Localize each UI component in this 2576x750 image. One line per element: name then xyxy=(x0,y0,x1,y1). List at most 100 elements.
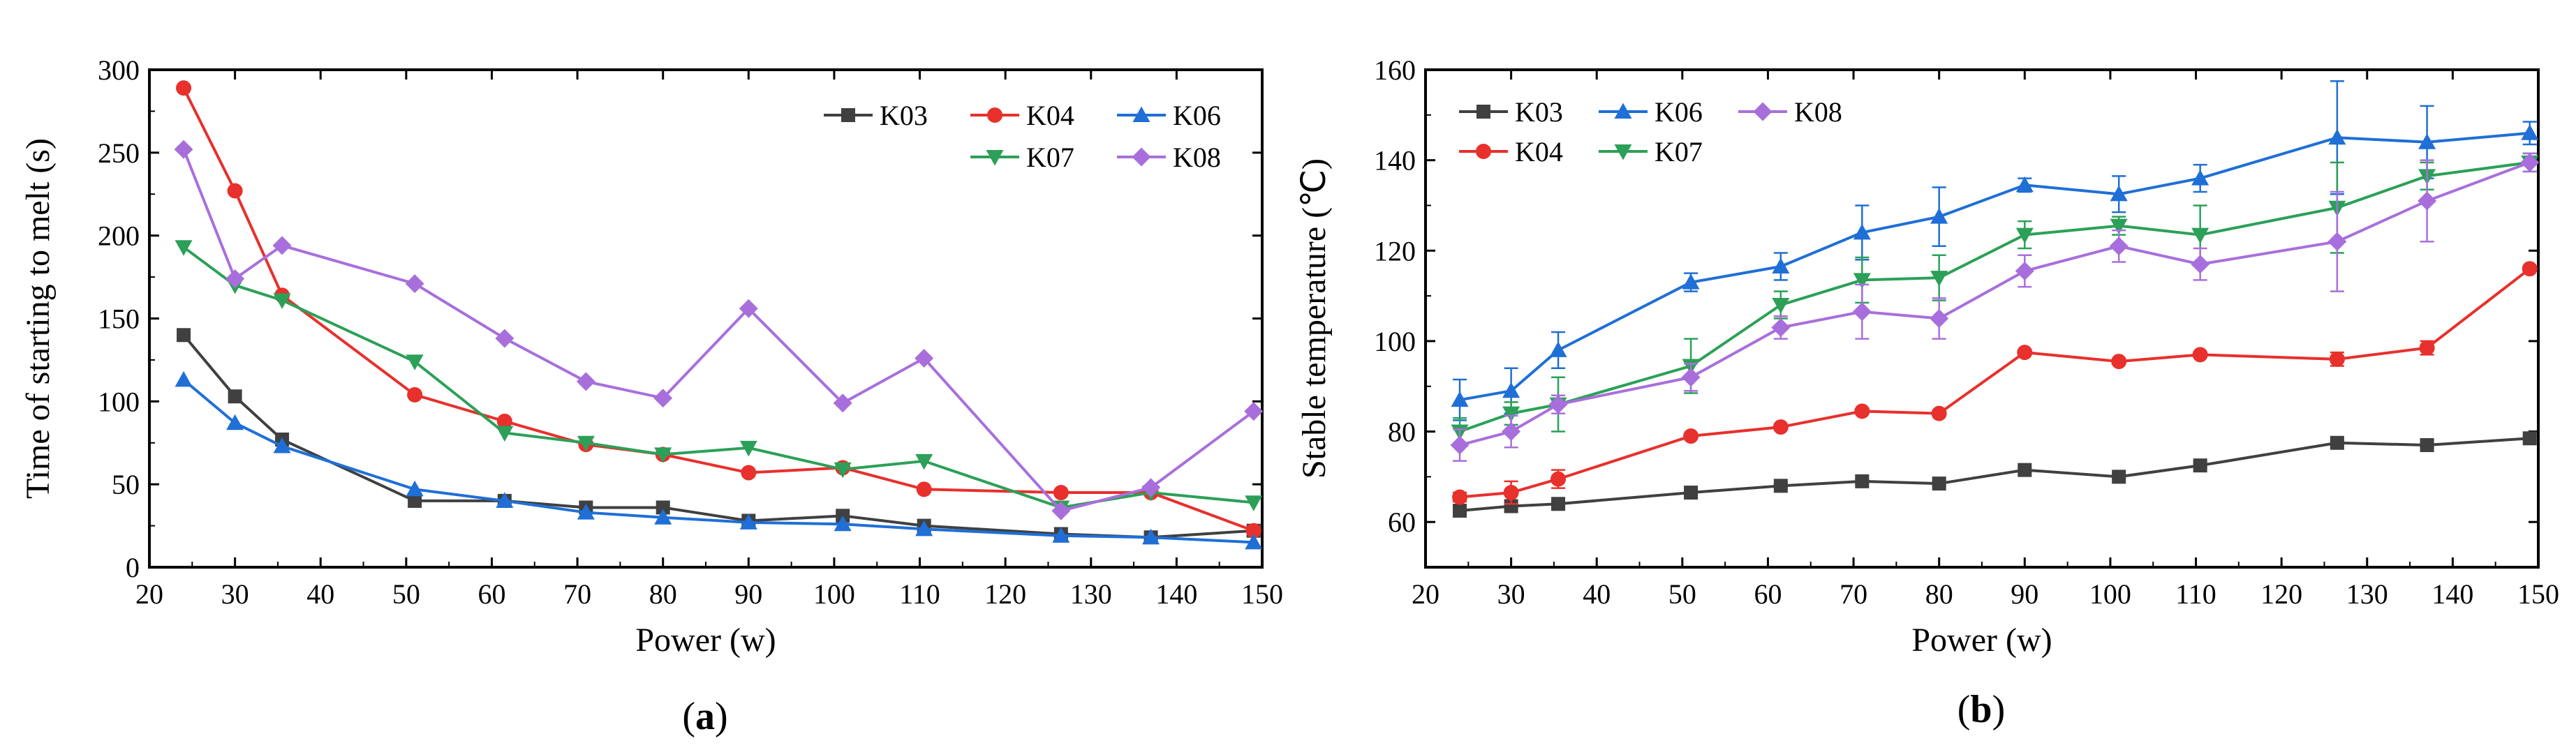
legend-label-K08: K08 xyxy=(1173,142,1221,173)
data-point-K06 xyxy=(577,504,595,520)
data-point-K08 xyxy=(174,140,193,159)
data-point-K08 xyxy=(1930,309,1949,328)
series-line-K03 xyxy=(182,333,1254,539)
data-point-K06 xyxy=(2418,133,2436,149)
data-point-K04 xyxy=(227,183,243,199)
data-point-K03 xyxy=(1932,477,1946,491)
panel-a: 20 30 40 50 60 70 80 90 100 110 120 130 140 150 0 50 100… xyxy=(20,54,1283,738)
y-axis-title: Stable temperature (℃) xyxy=(1296,158,1333,479)
data-point-K08 xyxy=(1502,422,1521,442)
data-point-K03 xyxy=(1855,474,1870,488)
data-point-K04 xyxy=(1053,485,1069,501)
series-K07 xyxy=(175,240,1263,516)
series-line-K04 xyxy=(182,87,1254,532)
data-point-K07 xyxy=(406,354,424,370)
legend-marker-K06 xyxy=(1614,103,1632,119)
data-point-K08 xyxy=(1852,302,1872,322)
data-point-K07 xyxy=(273,293,291,309)
series-line-K06 xyxy=(182,378,1254,544)
series-line-K04 xyxy=(1459,267,2531,499)
x-tick-label: 130 xyxy=(2346,578,2388,610)
y-tick-label: 160 xyxy=(1374,54,1416,86)
data-point-K04 xyxy=(2522,261,2538,277)
data-point-K03 xyxy=(1504,499,1518,513)
plot-frame xyxy=(1424,68,2540,569)
data-point-K06 xyxy=(1142,528,1160,545)
data-point-K08 xyxy=(2327,232,2347,251)
data-point-K04 xyxy=(2192,347,2208,363)
legend-label-K06: K06 xyxy=(1173,100,1221,131)
data-point-K08 xyxy=(653,389,673,408)
y-tick-label: 300 xyxy=(98,54,140,86)
series-line-K03 xyxy=(1459,437,2530,512)
data-point-K06 xyxy=(1853,223,1871,240)
data-point-K08 xyxy=(405,274,424,294)
x-tick-label: 150 xyxy=(2517,578,2559,610)
x-tick-label: 120 xyxy=(984,578,1026,610)
data-point-K08 xyxy=(272,236,292,255)
y-tick-label: 60 xyxy=(1388,507,1416,538)
legend-label-K04: K04 xyxy=(1515,136,1563,167)
data-point-K06 xyxy=(1502,382,1520,398)
x-tick-label: 30 xyxy=(1497,578,1525,610)
data-point-K06 xyxy=(1451,391,1469,407)
data-point-K06 xyxy=(834,515,852,532)
legend-marker-K06 xyxy=(1132,106,1150,122)
x-tick-label: 140 xyxy=(1155,578,1197,610)
series-K06 xyxy=(175,370,1263,550)
data-point-K07 xyxy=(577,435,595,452)
x-tick-label: 90 xyxy=(2011,578,2038,610)
data-point-K06 xyxy=(1930,208,1948,224)
series-K04 xyxy=(176,80,1261,539)
x-tick-label: 100 xyxy=(2089,578,2131,610)
data-point-K08 xyxy=(2520,153,2540,172)
data-point-K07 xyxy=(496,426,514,442)
legend-label-K06: K06 xyxy=(1655,96,1703,128)
x-tick-label: 100 xyxy=(813,578,855,610)
data-point-K08 xyxy=(2191,255,2210,274)
data-point-K06 xyxy=(1549,341,1567,357)
data-point-K03 xyxy=(1551,497,1566,511)
data-point-K03 xyxy=(656,500,670,515)
data-point-K04 xyxy=(2419,340,2435,356)
data-point-K08 xyxy=(915,349,934,368)
panel-label: (b) xyxy=(1957,688,2005,731)
x-tick-label: 20 xyxy=(135,578,163,610)
data-point-K04 xyxy=(1931,405,1947,421)
legend-label-K08: K08 xyxy=(1794,96,1842,128)
data-point-K07 xyxy=(654,447,672,463)
data-point-K04 xyxy=(1772,419,1789,435)
data-point-K06 xyxy=(406,480,424,497)
series-K03 xyxy=(1453,431,2537,518)
series-K03 xyxy=(177,328,1261,545)
legend-marker-K03 xyxy=(1476,105,1490,119)
data-point-K04 xyxy=(407,387,423,403)
x-axis-title: Power (w) xyxy=(635,622,776,659)
data-point-K04 xyxy=(1854,403,1870,419)
y-tick-label: 100 xyxy=(1374,326,1416,357)
data-point-K07 xyxy=(915,453,933,470)
x-tick-label: 20 xyxy=(1412,578,1439,610)
data-point-K06 xyxy=(175,370,193,387)
data-point-K03 xyxy=(2420,437,2434,452)
data-point-K06 xyxy=(1682,273,1700,290)
legend-marker-K03 xyxy=(841,108,855,122)
data-point-K06 xyxy=(1245,533,1263,550)
legend-marker-K04 xyxy=(987,107,1002,123)
data-point-K08 xyxy=(2015,261,2034,280)
data-point-K03 xyxy=(1773,479,1788,493)
y-tick-label: 200 xyxy=(98,220,140,252)
data-point-K07 xyxy=(1930,271,1948,287)
legend: K03 K06 K08 K04 K07 xyxy=(1459,96,1842,167)
x-tick-label: 120 xyxy=(2260,578,2302,610)
legend-marker-K07 xyxy=(1614,144,1632,160)
data-point-K03 xyxy=(1453,503,1467,518)
data-point-K07 xyxy=(2015,227,2034,244)
data-point-K08 xyxy=(1244,402,1264,421)
data-point-K03 xyxy=(1684,486,1698,500)
x-tick-label: 150 xyxy=(1241,578,1283,610)
data-point-K04 xyxy=(2017,345,2033,361)
legend-marker-K08 xyxy=(1132,147,1151,167)
data-point-K07 xyxy=(2110,218,2128,235)
